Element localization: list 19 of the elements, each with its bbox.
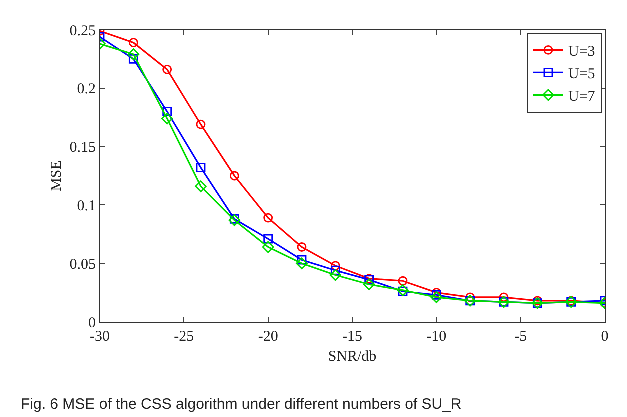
y-tick-label: 0.15	[70, 140, 96, 156]
y-tick-label: 0.1	[77, 198, 96, 214]
legend-label: U=3	[568, 44, 596, 60]
x-tick-label: 0	[601, 329, 609, 345]
x-tick-label: -25	[174, 329, 194, 345]
y-tick-label: 0.05	[70, 256, 96, 273]
y-tick-label: 0.25	[70, 23, 96, 40]
x-tick-label: -30	[90, 329, 110, 345]
y-tick-label: 0.2	[77, 82, 96, 98]
x-tick-label: -10	[426, 329, 447, 345]
legend-label: U=5	[568, 66, 596, 83]
caption: Fig. 6 MSE of the CSS algorithm under different numbers of SU_R	[21, 396, 462, 413]
legend-label: U=7	[568, 89, 596, 106]
x-tick-label: -15	[342, 329, 362, 345]
x-axis-title: SNR/db	[328, 349, 377, 365]
x-tick-label: -20	[258, 329, 278, 345]
y-tick-label: 0	[88, 315, 96, 332]
y-axis-title: MSE	[49, 160, 65, 192]
x-tick-label: -5	[514, 329, 528, 345]
